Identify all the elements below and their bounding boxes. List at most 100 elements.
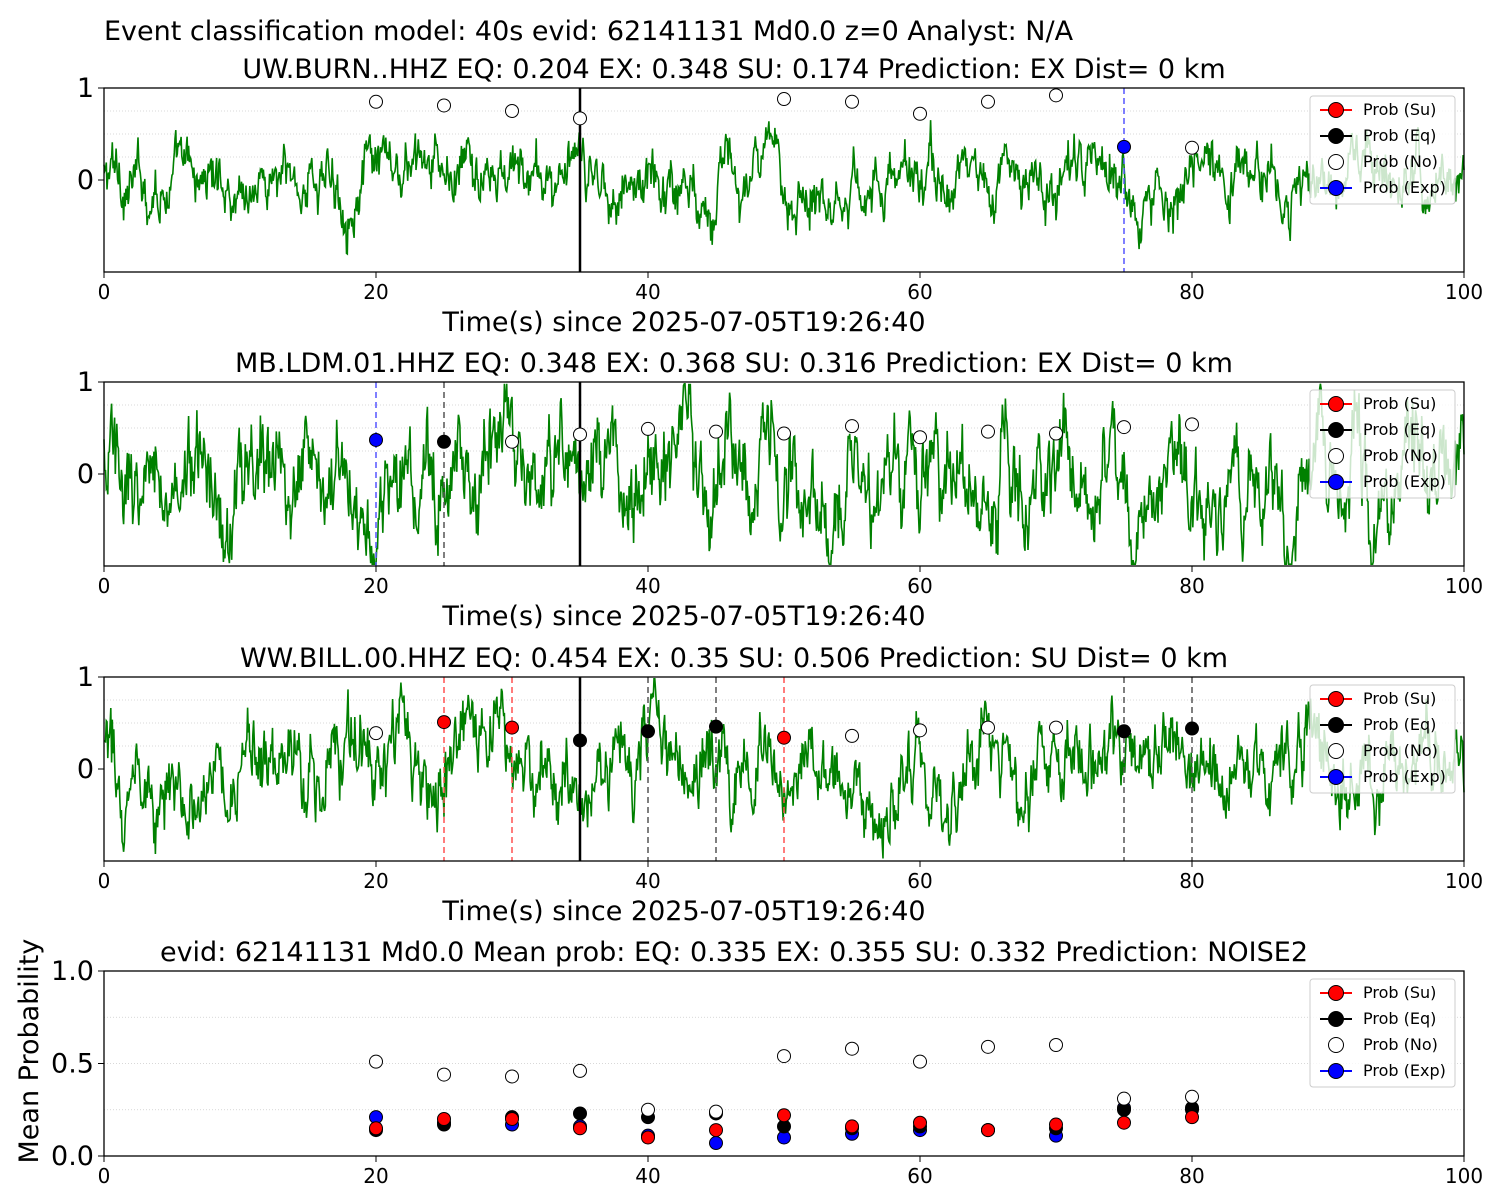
prob-point-no xyxy=(709,424,723,439)
legend-label-eq: Prob (Eq) xyxy=(1363,1009,1436,1028)
x-tick-label: 40 xyxy=(635,574,660,598)
figure-suptitle: Event classification model: 40s evid: 62… xyxy=(104,16,1074,47)
y-tick-label: 1 xyxy=(77,367,94,398)
mean-point-su xyxy=(709,1123,723,1138)
legend-box xyxy=(1309,389,1456,499)
prob-point-no xyxy=(981,720,995,735)
waveform-trace xyxy=(103,382,1465,566)
mean-point-su xyxy=(1049,1117,1063,1132)
mean-point-no xyxy=(709,1104,723,1119)
mean-point-no xyxy=(845,1041,859,1056)
legend-marker-no xyxy=(1328,448,1344,464)
legend-marker-exp xyxy=(1328,180,1344,196)
legend-label-exp: Prob (Exp) xyxy=(1363,767,1446,786)
legend-label-exp: Prob (Exp) xyxy=(1363,178,1446,197)
prob-point-no xyxy=(641,421,655,436)
panel-title: MB.LDM.01.HHZ EQ: 0.348 EX: 0.368 SU: 0.… xyxy=(235,348,1233,379)
prob-point-no xyxy=(1185,140,1199,155)
x-tick-label: 20 xyxy=(363,280,388,304)
y-axis-label: Mean Probability xyxy=(14,939,45,1164)
mean-point-no xyxy=(913,1054,927,1069)
legend-marker-su xyxy=(1328,985,1344,1001)
mean-point-exp xyxy=(709,1136,723,1151)
x-tick-label: 0 xyxy=(98,1164,111,1188)
mean-point-no xyxy=(641,1102,655,1117)
legend-label-su: Prob (Su) xyxy=(1363,983,1436,1002)
prob-point-eq xyxy=(709,719,723,734)
x-tick-label: 40 xyxy=(635,280,660,304)
prob-point-no xyxy=(573,427,587,442)
x-tick-label: 0 xyxy=(98,574,111,598)
y-tick-label: 0.5 xyxy=(51,1049,94,1080)
prob-point-su xyxy=(505,720,519,735)
y-tick-label: 1 xyxy=(77,73,94,104)
legend-box xyxy=(1309,978,1456,1088)
x-tick-label: 60 xyxy=(907,280,932,304)
prob-point-no xyxy=(437,98,451,113)
x-axis-label: Time(s) since 2025-07-05T19:26:40 xyxy=(441,307,925,338)
mean-point-eq xyxy=(573,1106,587,1121)
mean-point-su xyxy=(369,1121,383,1136)
prob-point-eq xyxy=(437,434,451,449)
prob-point-no xyxy=(369,94,383,109)
legend-marker-no xyxy=(1328,1037,1344,1053)
waveform-trace xyxy=(103,120,1465,256)
x-tick-label: 0 xyxy=(98,280,111,304)
legend-marker-eq xyxy=(1328,717,1344,733)
prob-point-no xyxy=(1185,417,1199,432)
legend-label-su: Prob (Su) xyxy=(1363,100,1436,119)
panel-title: evid: 62141131 Md0.0 Mean prob: EQ: 0.33… xyxy=(160,937,1308,968)
legend-box xyxy=(1309,95,1456,205)
mean-point-su xyxy=(505,1112,519,1126)
legend-marker-exp xyxy=(1328,1063,1344,1079)
prob-point-no xyxy=(913,430,927,445)
prob-point-no xyxy=(1049,720,1063,735)
mean-point-su xyxy=(845,1119,859,1134)
legend-label-exp: Prob (Exp) xyxy=(1363,472,1446,491)
x-tick-label: 80 xyxy=(1179,280,1204,304)
legend-marker-no xyxy=(1328,154,1344,170)
x-tick-label: 20 xyxy=(363,574,388,598)
mean-point-no xyxy=(573,1063,587,1078)
prob-point-no xyxy=(505,104,519,118)
prob-point-no xyxy=(845,94,859,109)
prob-point-no xyxy=(777,426,791,441)
prob-point-no xyxy=(777,92,791,107)
mean-point-su xyxy=(1185,1110,1199,1125)
legend-box xyxy=(1309,684,1456,794)
mean-point-su xyxy=(777,1108,791,1123)
prob-point-exp xyxy=(1117,139,1131,154)
legend-label-su: Prob (Su) xyxy=(1363,394,1436,413)
y-tick-label: 0 xyxy=(77,754,94,785)
x-tick-label: 60 xyxy=(907,1164,932,1188)
prob-point-no xyxy=(1049,88,1063,103)
prob-point-su xyxy=(437,715,451,730)
legend-label-no: Prob (No) xyxy=(1363,741,1438,760)
legend-label-eq: Prob (Eq) xyxy=(1363,420,1436,439)
mean-point-no xyxy=(1117,1091,1131,1106)
x-tick-label: 100 xyxy=(1445,574,1483,598)
prob-point-no xyxy=(981,424,995,439)
prob-point-no xyxy=(1117,420,1131,435)
mean-point-no xyxy=(437,1067,451,1082)
x-tick-label: 20 xyxy=(363,869,388,893)
x-tick-label: 20 xyxy=(363,1164,388,1188)
x-tick-label: 80 xyxy=(1179,869,1204,893)
panel-title: WW.BILL.00.HHZ EQ: 0.454 EX: 0.35 SU: 0.… xyxy=(240,643,1228,674)
legend-marker-eq xyxy=(1328,128,1344,144)
x-tick-label: 60 xyxy=(907,869,932,893)
chart-panel-1: UW.BURN..HHZ EQ: 0.204 EX: 0.348 SU: 0.1… xyxy=(77,54,1483,338)
legend-marker-exp xyxy=(1328,474,1344,490)
x-axis-label: Time(s) since 2025-07-05T19:26:40 xyxy=(441,896,925,927)
legend-marker-su xyxy=(1328,102,1344,118)
legend-marker-eq xyxy=(1328,422,1344,438)
legend-label-su: Prob (Su) xyxy=(1363,689,1436,708)
prob-point-no xyxy=(845,419,859,434)
legend-marker-exp xyxy=(1328,769,1344,785)
legend-marker-su xyxy=(1328,691,1344,707)
x-tick-label: 0 xyxy=(98,869,111,893)
mean-point-no xyxy=(369,1054,383,1069)
mean-point-no xyxy=(505,1069,519,1084)
mean-point-no xyxy=(1185,1089,1199,1104)
legend-label-eq: Prob (Eq) xyxy=(1363,126,1436,145)
